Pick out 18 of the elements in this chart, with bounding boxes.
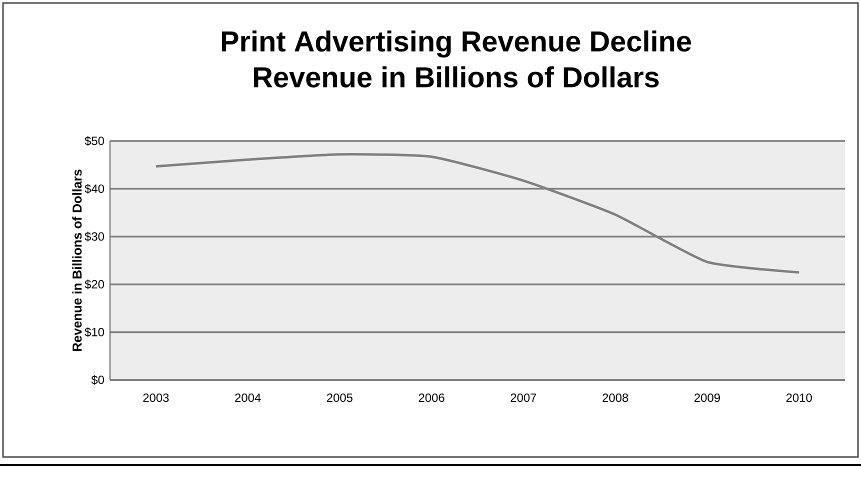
y-axis-title: Revenue in Billions of Dollars <box>72 170 82 352</box>
x-tick-label: 2005 <box>326 394 352 402</box>
x-tick-label: 2006 <box>418 394 444 402</box>
y-tick-label: $10 <box>84 327 104 338</box>
x-tick-label: 2009 <box>694 394 720 402</box>
y-tick-label: $50 <box>84 136 104 146</box>
x-tick-label: 2010 <box>786 394 812 402</box>
chart-title: Print Advertising Revenue Decline <box>222 30 692 58</box>
y-tick-label: $0 <box>91 375 104 385</box>
y-tick-label: $30 <box>84 232 104 242</box>
x-tick-label: 2003 <box>143 394 169 402</box>
chart-subtitle: Revenue in Billions of Dollars <box>254 66 659 88</box>
x-tick-label: 2008 <box>602 394 628 402</box>
line-series <box>154 153 800 274</box>
y-tick-label: $40 <box>84 184 104 194</box>
y-tick-label: $20 <box>84 280 104 290</box>
x-tick-label: 2007 <box>510 394 536 402</box>
x-tick-label: 2004 <box>235 394 261 402</box>
